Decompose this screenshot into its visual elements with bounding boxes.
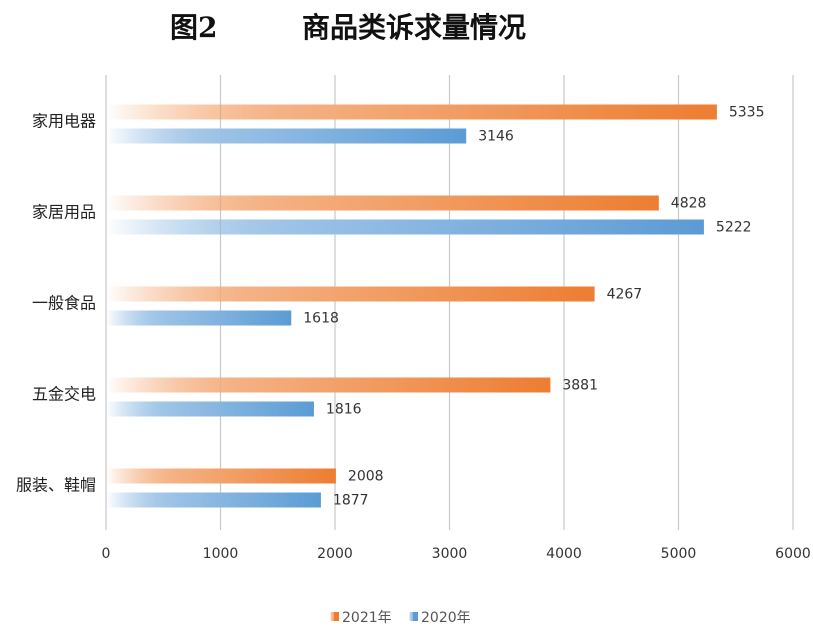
x-tick-label: 0 [102,546,111,562]
data-label: 3146 [478,129,514,145]
bar-series-2020[interactable] [106,492,321,508]
bar-series-2020[interactable] [106,401,314,417]
category-label: 一般食品 [32,294,96,313]
bar-series-2020[interactable] [106,128,467,144]
legend[interactable]: 2021年 2020年 [330,610,471,626]
bar-series-2021[interactable] [106,195,659,211]
category-label: 服装、鞋帽 [16,476,96,495]
category-label: 家居用品 [32,203,96,222]
bar-series-2021[interactable] [106,377,551,393]
bars [106,104,717,508]
data-label: 5222 [716,220,752,236]
bar-series-2020[interactable] [106,219,704,235]
data-label: 5335 [729,105,765,121]
data-label: 1877 [333,493,369,509]
x-tick-label: 4000 [546,546,582,562]
legend-swatch-solid [413,612,418,621]
bar-series-2021[interactable] [106,286,595,302]
legend-label[interactable]: 2020年 [421,610,471,626]
category-label: 五金交电 [32,385,96,404]
x-tick-label: 5000 [661,546,697,562]
data-label: 2008 [348,469,384,485]
data-label: 4828 [671,196,707,212]
category-label: 家用电器 [32,112,96,131]
data-label: 1816 [326,402,362,418]
x-tick-label: 6000 [775,546,811,562]
gridlines [105,75,794,530]
chart-title: 商品类诉求量情况 [302,11,526,44]
x-tick-label: 3000 [432,546,468,562]
legend-label[interactable]: 2021年 [342,610,392,626]
bar-series-2021[interactable] [106,468,336,484]
data-labels: 5335 3146 4828 5222 4267 1618 3881 1816 2008 1877 [303,105,764,509]
figure-label: 图2 [170,11,217,44]
x-tick-labels: 0 1000 2000 3000 4000 5000 6000 [102,546,811,562]
data-label: 4267 [607,287,643,303]
bar-series-2020[interactable] [106,310,292,326]
data-label: 1618 [303,311,339,327]
data-label: 3881 [562,378,598,394]
x-tick-label: 2000 [317,546,353,562]
legend-swatch-solid [334,612,339,621]
bar-series-2021[interactable] [106,104,717,120]
x-tick-label: 1000 [203,546,239,562]
